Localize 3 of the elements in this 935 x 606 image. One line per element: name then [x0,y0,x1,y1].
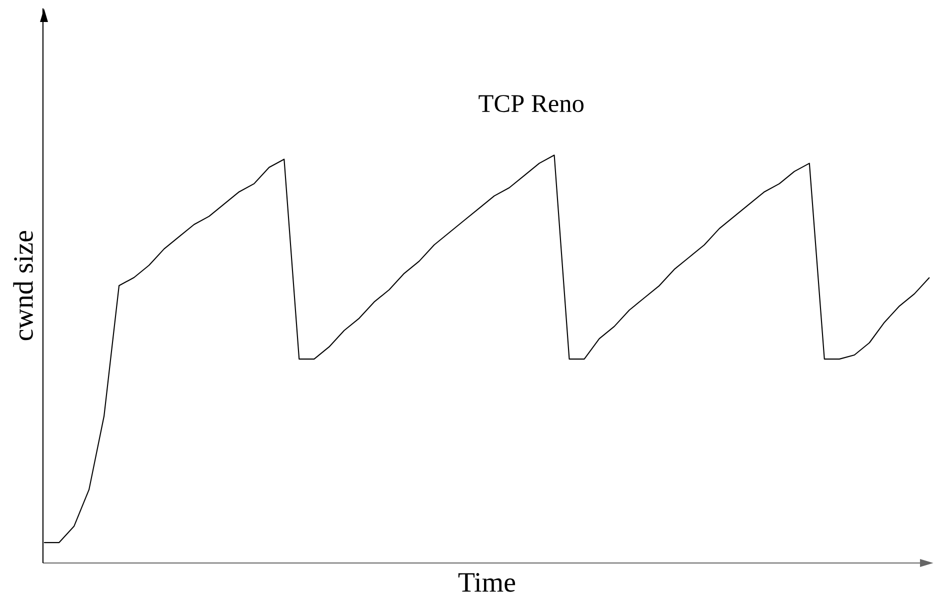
x-axis-title: Time [458,573,516,592]
chart-title: TCP Reno [478,95,584,112]
y-axis-title: cwnd size [13,231,33,340]
